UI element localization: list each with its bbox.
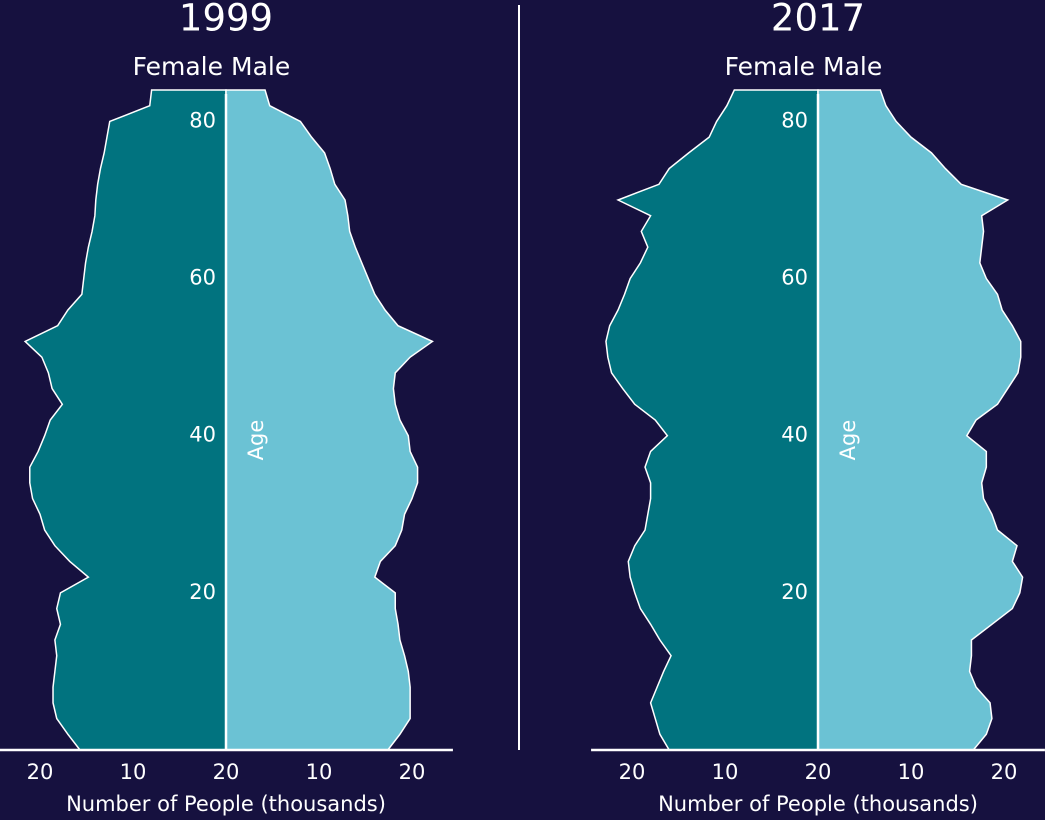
y-tick-label: 80 — [781, 108, 808, 132]
population-area — [817, 89, 1024, 751]
legend-label: Female — [133, 52, 223, 81]
y-tick-label: 40 — [781, 423, 808, 447]
x-tick-label: 10 — [712, 760, 739, 784]
x-axis-title: Number of People (thousands) — [66, 792, 386, 816]
legend-label: Male — [231, 52, 290, 81]
x-tick-label: 20 — [27, 760, 54, 784]
population-area — [605, 89, 819, 751]
x-tick-label: 20 — [399, 760, 426, 784]
x-tick-label: 20 — [619, 760, 646, 784]
x-tick-label: 10 — [898, 760, 925, 784]
legend-label: Female — [725, 52, 815, 81]
y-tick-label: 20 — [781, 580, 808, 604]
chart-title: 2017 — [771, 0, 865, 40]
chart-title: 1999 — [179, 0, 273, 40]
y-tick-label: 20 — [189, 580, 216, 604]
x-axis-title: Number of People (thousands) — [658, 792, 978, 816]
y-axis-title: Age — [836, 420, 860, 461]
x-tick-label: 10 — [120, 760, 147, 784]
x-tick-label: 10 — [306, 760, 333, 784]
y-tick-label: 60 — [189, 266, 216, 290]
population-area — [23, 89, 227, 751]
x-tick-label: 20 — [991, 760, 1018, 784]
y-tick-label: 40 — [189, 423, 216, 447]
y-tick-label: 80 — [189, 108, 216, 132]
y-axis-title: Age — [244, 420, 268, 461]
population-area — [225, 89, 434, 751]
y-tick-label: 60 — [781, 266, 808, 290]
x-tick-label: 20 — [805, 760, 832, 784]
x-tick-label: 20 — [213, 760, 240, 784]
legend-label: Male — [823, 52, 882, 81]
